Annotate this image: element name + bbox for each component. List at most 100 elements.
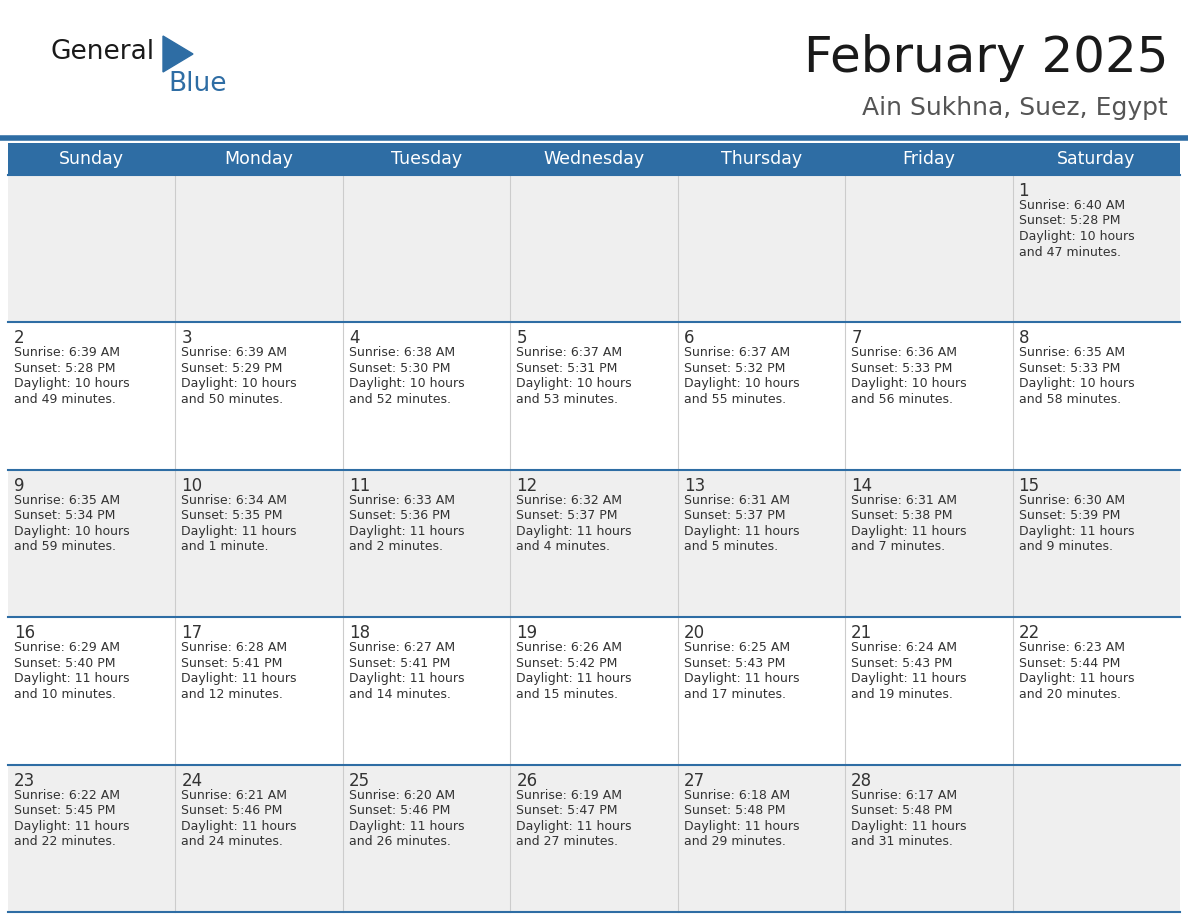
Text: Sunrise: 6:38 AM: Sunrise: 6:38 AM (349, 346, 455, 360)
Text: Sunset: 5:48 PM: Sunset: 5:48 PM (851, 804, 953, 817)
Text: 7: 7 (851, 330, 861, 347)
Text: 17: 17 (182, 624, 202, 643)
Text: 21: 21 (851, 624, 872, 643)
Text: and 1 minute.: and 1 minute. (182, 541, 268, 554)
Text: Sunrise: 6:37 AM: Sunrise: 6:37 AM (684, 346, 790, 360)
Text: Sunrise: 6:22 AM: Sunrise: 6:22 AM (14, 789, 120, 801)
Text: and 58 minutes.: and 58 minutes. (1018, 393, 1120, 406)
Text: Sunrise: 6:36 AM: Sunrise: 6:36 AM (851, 346, 958, 360)
Text: Sunrise: 6:39 AM: Sunrise: 6:39 AM (14, 346, 120, 360)
Text: Ain Sukhna, Suez, Egypt: Ain Sukhna, Suez, Egypt (862, 96, 1168, 120)
Text: Sunrise: 6:29 AM: Sunrise: 6:29 AM (14, 641, 120, 655)
Text: Sunset: 5:46 PM: Sunset: 5:46 PM (182, 804, 283, 817)
Text: Sunrise: 6:34 AM: Sunrise: 6:34 AM (182, 494, 287, 507)
Text: 9: 9 (14, 476, 25, 495)
Text: 4: 4 (349, 330, 359, 347)
Text: Thursday: Thursday (721, 150, 802, 168)
Text: 25: 25 (349, 772, 369, 789)
Text: 19: 19 (517, 624, 537, 643)
Text: 6: 6 (684, 330, 694, 347)
Text: 3: 3 (182, 330, 192, 347)
Text: and 9 minutes.: and 9 minutes. (1018, 541, 1113, 554)
Text: Daylight: 11 hours: Daylight: 11 hours (517, 525, 632, 538)
Text: and 52 minutes.: and 52 minutes. (349, 393, 451, 406)
Text: Daylight: 11 hours: Daylight: 11 hours (684, 820, 800, 833)
Text: Daylight: 10 hours: Daylight: 10 hours (182, 377, 297, 390)
Text: 8: 8 (1018, 330, 1029, 347)
Text: Sunrise: 6:18 AM: Sunrise: 6:18 AM (684, 789, 790, 801)
Text: Sunrise: 6:40 AM: Sunrise: 6:40 AM (1018, 199, 1125, 212)
Text: Sunrise: 6:20 AM: Sunrise: 6:20 AM (349, 789, 455, 801)
Text: Sunset: 5:34 PM: Sunset: 5:34 PM (14, 509, 115, 522)
Text: Sunset: 5:44 PM: Sunset: 5:44 PM (1018, 656, 1120, 670)
Text: Sunrise: 6:37 AM: Sunrise: 6:37 AM (517, 346, 623, 360)
Text: Daylight: 11 hours: Daylight: 11 hours (349, 525, 465, 538)
Text: Daylight: 11 hours: Daylight: 11 hours (1018, 672, 1135, 685)
Text: Sunset: 5:33 PM: Sunset: 5:33 PM (851, 362, 953, 375)
Text: Daylight: 11 hours: Daylight: 11 hours (182, 672, 297, 685)
Text: Sunrise: 6:39 AM: Sunrise: 6:39 AM (182, 346, 287, 360)
Text: 18: 18 (349, 624, 369, 643)
Bar (8, 175, 1180, 322)
Text: Sunrise: 6:24 AM: Sunrise: 6:24 AM (851, 641, 958, 655)
Text: Daylight: 11 hours: Daylight: 11 hours (517, 820, 632, 833)
Text: and 49 minutes.: and 49 minutes. (14, 393, 116, 406)
Text: and 15 minutes.: and 15 minutes. (517, 688, 618, 700)
Text: Daylight: 11 hours: Daylight: 11 hours (684, 672, 800, 685)
Text: 14: 14 (851, 476, 872, 495)
Text: 10: 10 (182, 476, 202, 495)
Bar (8, 470, 1180, 617)
Text: Monday: Monday (225, 150, 293, 168)
Text: Daylight: 10 hours: Daylight: 10 hours (684, 377, 800, 390)
Text: Sunrise: 6:19 AM: Sunrise: 6:19 AM (517, 789, 623, 801)
Text: 22: 22 (1018, 624, 1040, 643)
Text: Sunset: 5:43 PM: Sunset: 5:43 PM (684, 656, 785, 670)
Text: Sunset: 5:36 PM: Sunset: 5:36 PM (349, 509, 450, 522)
Text: Daylight: 10 hours: Daylight: 10 hours (517, 377, 632, 390)
Text: Sunset: 5:39 PM: Sunset: 5:39 PM (1018, 509, 1120, 522)
Text: and 24 minutes.: and 24 minutes. (182, 835, 283, 848)
Text: 16: 16 (14, 624, 36, 643)
Text: Sunrise: 6:32 AM: Sunrise: 6:32 AM (517, 494, 623, 507)
Text: and 20 minutes.: and 20 minutes. (1018, 688, 1120, 700)
Text: Daylight: 10 hours: Daylight: 10 hours (1018, 230, 1135, 243)
Text: and 12 minutes.: and 12 minutes. (182, 688, 283, 700)
Text: and 5 minutes.: and 5 minutes. (684, 541, 778, 554)
Text: Daylight: 10 hours: Daylight: 10 hours (14, 525, 129, 538)
Bar (8, 322, 1180, 470)
Text: 27: 27 (684, 772, 704, 789)
Text: Sunrise: 6:23 AM: Sunrise: 6:23 AM (1018, 641, 1125, 655)
Text: and 17 minutes.: and 17 minutes. (684, 688, 785, 700)
Text: Sunset: 5:40 PM: Sunset: 5:40 PM (14, 656, 115, 670)
Text: and 14 minutes.: and 14 minutes. (349, 688, 450, 700)
Text: Daylight: 11 hours: Daylight: 11 hours (684, 525, 800, 538)
Text: Sunset: 5:46 PM: Sunset: 5:46 PM (349, 804, 450, 817)
Text: 13: 13 (684, 476, 704, 495)
Text: Sunset: 5:38 PM: Sunset: 5:38 PM (851, 509, 953, 522)
Text: Sunset: 5:37 PM: Sunset: 5:37 PM (517, 509, 618, 522)
Text: and 50 minutes.: and 50 minutes. (182, 393, 284, 406)
Text: 20: 20 (684, 624, 704, 643)
Text: Sunrise: 6:27 AM: Sunrise: 6:27 AM (349, 641, 455, 655)
Text: and 7 minutes.: and 7 minutes. (851, 541, 946, 554)
Text: Friday: Friday (903, 150, 955, 168)
Text: 28: 28 (851, 772, 872, 789)
Text: and 2 minutes.: and 2 minutes. (349, 541, 443, 554)
Text: Sunset: 5:28 PM: Sunset: 5:28 PM (1018, 215, 1120, 228)
Text: Daylight: 11 hours: Daylight: 11 hours (851, 820, 967, 833)
Text: Sunset: 5:45 PM: Sunset: 5:45 PM (14, 804, 115, 817)
Text: Sunday: Sunday (59, 150, 125, 168)
Text: Daylight: 11 hours: Daylight: 11 hours (851, 672, 967, 685)
Text: Sunset: 5:47 PM: Sunset: 5:47 PM (517, 804, 618, 817)
Text: Sunset: 5:37 PM: Sunset: 5:37 PM (684, 509, 785, 522)
Text: 1: 1 (1018, 182, 1029, 200)
Text: Sunset: 5:35 PM: Sunset: 5:35 PM (182, 509, 283, 522)
Text: Daylight: 11 hours: Daylight: 11 hours (182, 525, 297, 538)
Bar (8, 143, 1180, 175)
Text: Daylight: 11 hours: Daylight: 11 hours (14, 672, 129, 685)
Text: 11: 11 (349, 476, 371, 495)
Text: 23: 23 (14, 772, 36, 789)
Text: Daylight: 10 hours: Daylight: 10 hours (14, 377, 129, 390)
Text: Sunset: 5:48 PM: Sunset: 5:48 PM (684, 804, 785, 817)
Text: Sunrise: 6:26 AM: Sunrise: 6:26 AM (517, 641, 623, 655)
